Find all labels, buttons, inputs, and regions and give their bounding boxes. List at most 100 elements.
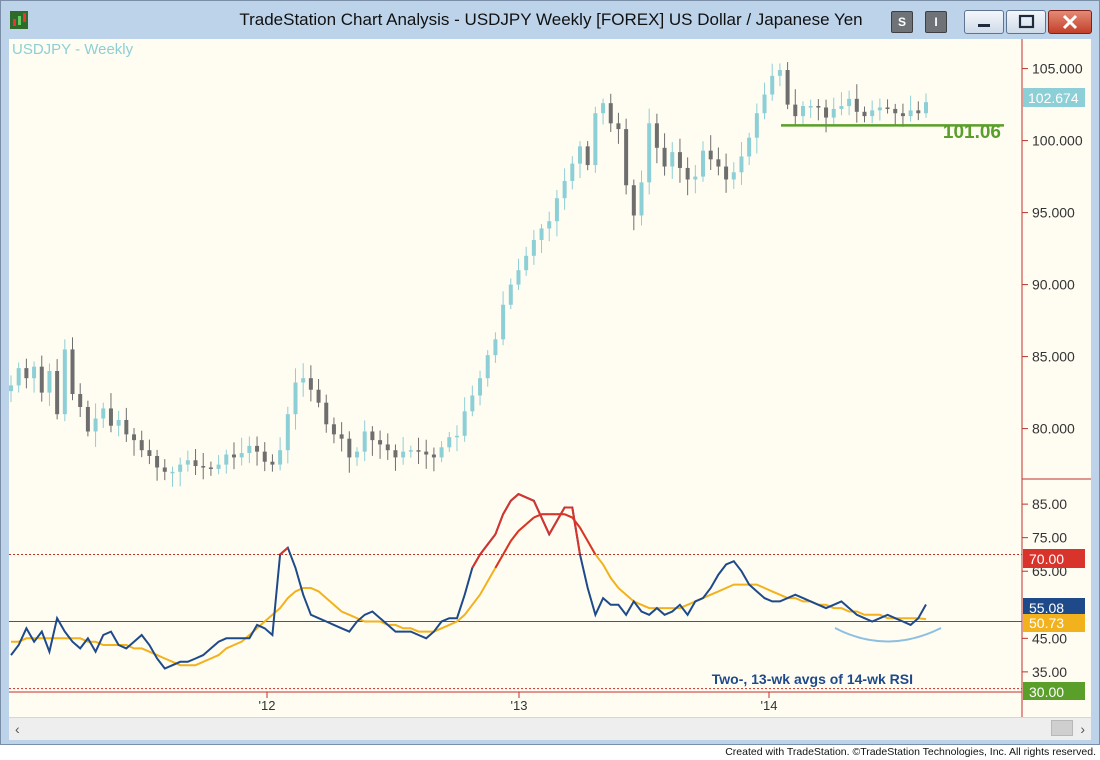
price-tick-label: 95.000 bbox=[1032, 205, 1075, 221]
copyright-footer: Created with TradeStation. ©TradeStation… bbox=[725, 746, 1096, 758]
candle-body bbox=[316, 389, 321, 403]
candle-body bbox=[478, 378, 483, 396]
candle-body bbox=[116, 419, 121, 426]
candle-body bbox=[162, 467, 167, 472]
candle-body bbox=[347, 438, 352, 458]
rsi-2wk-overbought bbox=[518, 493, 527, 499]
candle-body bbox=[308, 378, 313, 390]
rsi-2wk-line bbox=[10, 492, 927, 670]
maximize-icon bbox=[1018, 14, 1035, 29]
rsi-tick-label: 45.00 bbox=[1032, 630, 1067, 646]
last-price-badge bbox=[1023, 88, 1085, 107]
s-toolbar-button[interactable]: S bbox=[891, 11, 913, 33]
candle-body bbox=[870, 110, 875, 117]
rsi2-value: 55.08 bbox=[1029, 600, 1064, 616]
price-axis: 105.000 100.000 95.000 90.000 85.000 80.000 bbox=[9, 39, 1091, 717]
candle-body bbox=[824, 107, 829, 118]
candle-body bbox=[431, 454, 436, 458]
candle-body bbox=[9, 385, 13, 392]
candle-body bbox=[155, 455, 160, 468]
candle-body bbox=[70, 349, 75, 395]
price-tick-label: 105.000 bbox=[1032, 61, 1083, 77]
rsi-13wk-overbought bbox=[509, 530, 520, 542]
i-toolbar-button[interactable]: I bbox=[925, 11, 947, 33]
close-button[interactable] bbox=[1048, 10, 1092, 34]
maximize-button[interactable] bbox=[1006, 10, 1046, 34]
candle-body bbox=[93, 418, 98, 432]
rsi-2wk-overbought bbox=[525, 496, 535, 502]
scroll-thumb[interactable] bbox=[1051, 720, 1073, 736]
last-price-value: 102.674 bbox=[1028, 90, 1079, 106]
candle-body bbox=[639, 182, 644, 216]
candle-body bbox=[493, 339, 498, 356]
candle-body bbox=[301, 378, 306, 383]
rsi2-value-badge bbox=[1023, 598, 1085, 617]
horizontal-scrollbar[interactable]: ‹ › bbox=[9, 717, 1091, 740]
candle-body bbox=[16, 368, 21, 386]
candle-body bbox=[693, 176, 698, 180]
rsi-2wk-overbought bbox=[502, 500, 512, 515]
rsi-panel-label: Two-, 13-wk avgs of 14-wk RSI bbox=[712, 671, 913, 687]
rsi-2wk-overbought bbox=[494, 513, 505, 535]
candle-body bbox=[808, 106, 813, 108]
price-tick-label: 100.000 bbox=[1032, 133, 1083, 149]
rsi-2wk-overbought bbox=[540, 517, 551, 535]
candle-body bbox=[185, 460, 190, 465]
x-tick-label: '13 bbox=[511, 698, 528, 713]
candle-body bbox=[501, 304, 506, 340]
title-bar[interactable]: TradeStation Chart Analysis - USDJPY Wee… bbox=[1, 1, 1100, 39]
candle-body bbox=[847, 98, 852, 107]
candle-body bbox=[62, 349, 67, 415]
candle-body bbox=[547, 221, 552, 229]
x-axis: '12 '13 '14 bbox=[259, 692, 777, 713]
rsi-13wk-overbought bbox=[579, 527, 589, 542]
candle-body bbox=[324, 402, 329, 425]
rsi13-value-badge bbox=[1023, 614, 1085, 632]
rsi-13wk-overbought bbox=[517, 523, 527, 532]
candle-body bbox=[147, 450, 152, 456]
candle-body bbox=[393, 450, 398, 458]
minimize-button[interactable] bbox=[964, 10, 1004, 34]
candle-body bbox=[470, 395, 475, 412]
rsi-13wk-overbought bbox=[494, 553, 504, 569]
candle-body bbox=[762, 94, 767, 114]
rsi-13wk-line bbox=[11, 513, 927, 667]
candle-body bbox=[900, 113, 905, 117]
bottom-highlight-arc bbox=[834, 627, 942, 643]
candle-body bbox=[654, 123, 659, 148]
scroll-left-icon[interactable]: ‹ bbox=[15, 721, 20, 737]
symbol-label: USDJPY - Weekly bbox=[12, 41, 134, 58]
rsi-13wk-overbought bbox=[571, 516, 581, 529]
scroll-right-icon[interactable]: › bbox=[1080, 721, 1085, 737]
candle-body bbox=[408, 450, 413, 452]
candle-body bbox=[193, 460, 198, 467]
level-70-badge bbox=[1023, 549, 1085, 568]
candle-body bbox=[747, 137, 752, 157]
candle-body bbox=[139, 440, 144, 451]
candle-body bbox=[32, 366, 37, 379]
level-70-value: 70.00 bbox=[1029, 551, 1064, 567]
rsi-2wk-overbought bbox=[279, 546, 289, 556]
candle-body bbox=[724, 166, 729, 180]
rsi13-value: 50.73 bbox=[1029, 615, 1064, 631]
rsi-2wk-overbought bbox=[548, 520, 558, 535]
candle-body bbox=[677, 152, 682, 168]
candle-body bbox=[216, 464, 221, 469]
candle-body bbox=[355, 451, 360, 458]
candle-body bbox=[208, 467, 213, 469]
candle-body bbox=[531, 239, 536, 256]
candle-body bbox=[401, 451, 406, 458]
candle-body bbox=[239, 453, 244, 458]
rsi-2wk-overbought bbox=[510, 493, 520, 502]
candle-body bbox=[893, 108, 898, 114]
candle-body bbox=[616, 123, 621, 130]
chart-canvas[interactable]: 105.000 100.000 95.000 90.000 85.000 80.000 8… bbox=[9, 39, 1091, 717]
candle-body bbox=[424, 451, 429, 455]
candle-body bbox=[662, 147, 667, 167]
candle-body bbox=[785, 70, 790, 105]
window-title: TradeStation Chart Analysis - USDJPY Wee… bbox=[239, 10, 863, 29]
x-tick-label: '12 bbox=[259, 698, 276, 713]
chart-area[interactable]: 105.000 100.000 95.000 90.000 85.000 80.000 8… bbox=[9, 39, 1091, 717]
candle-body bbox=[370, 431, 375, 441]
rsi-2wk-overbought bbox=[486, 533, 497, 545]
